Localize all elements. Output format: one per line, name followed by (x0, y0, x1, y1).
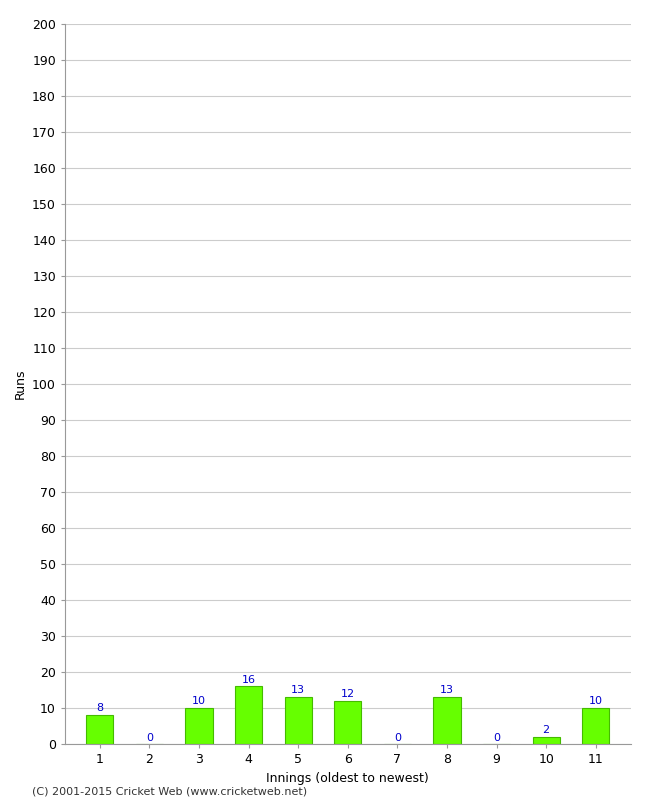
Text: 10: 10 (589, 696, 603, 706)
Text: 0: 0 (493, 733, 500, 743)
Bar (185, 708, 213, 744)
Bar (285, 697, 312, 744)
Bar (434, 697, 461, 744)
Text: 10: 10 (192, 696, 206, 706)
Bar (582, 708, 610, 744)
Bar (86, 715, 113, 744)
Text: 0: 0 (146, 733, 153, 743)
Text: 12: 12 (341, 689, 355, 699)
Bar (235, 686, 262, 744)
Text: (C) 2001-2015 Cricket Web (www.cricketweb.net): (C) 2001-2015 Cricket Web (www.cricketwe… (32, 786, 307, 796)
Text: 13: 13 (291, 686, 305, 695)
Text: 0: 0 (394, 733, 401, 743)
Bar (532, 737, 560, 744)
Bar (334, 701, 361, 744)
Text: 13: 13 (440, 686, 454, 695)
Text: 2: 2 (543, 725, 550, 735)
Y-axis label: Runs: Runs (14, 369, 27, 399)
Text: 8: 8 (96, 703, 103, 714)
Text: 16: 16 (242, 674, 255, 685)
X-axis label: Innings (oldest to newest): Innings (oldest to newest) (266, 771, 429, 785)
